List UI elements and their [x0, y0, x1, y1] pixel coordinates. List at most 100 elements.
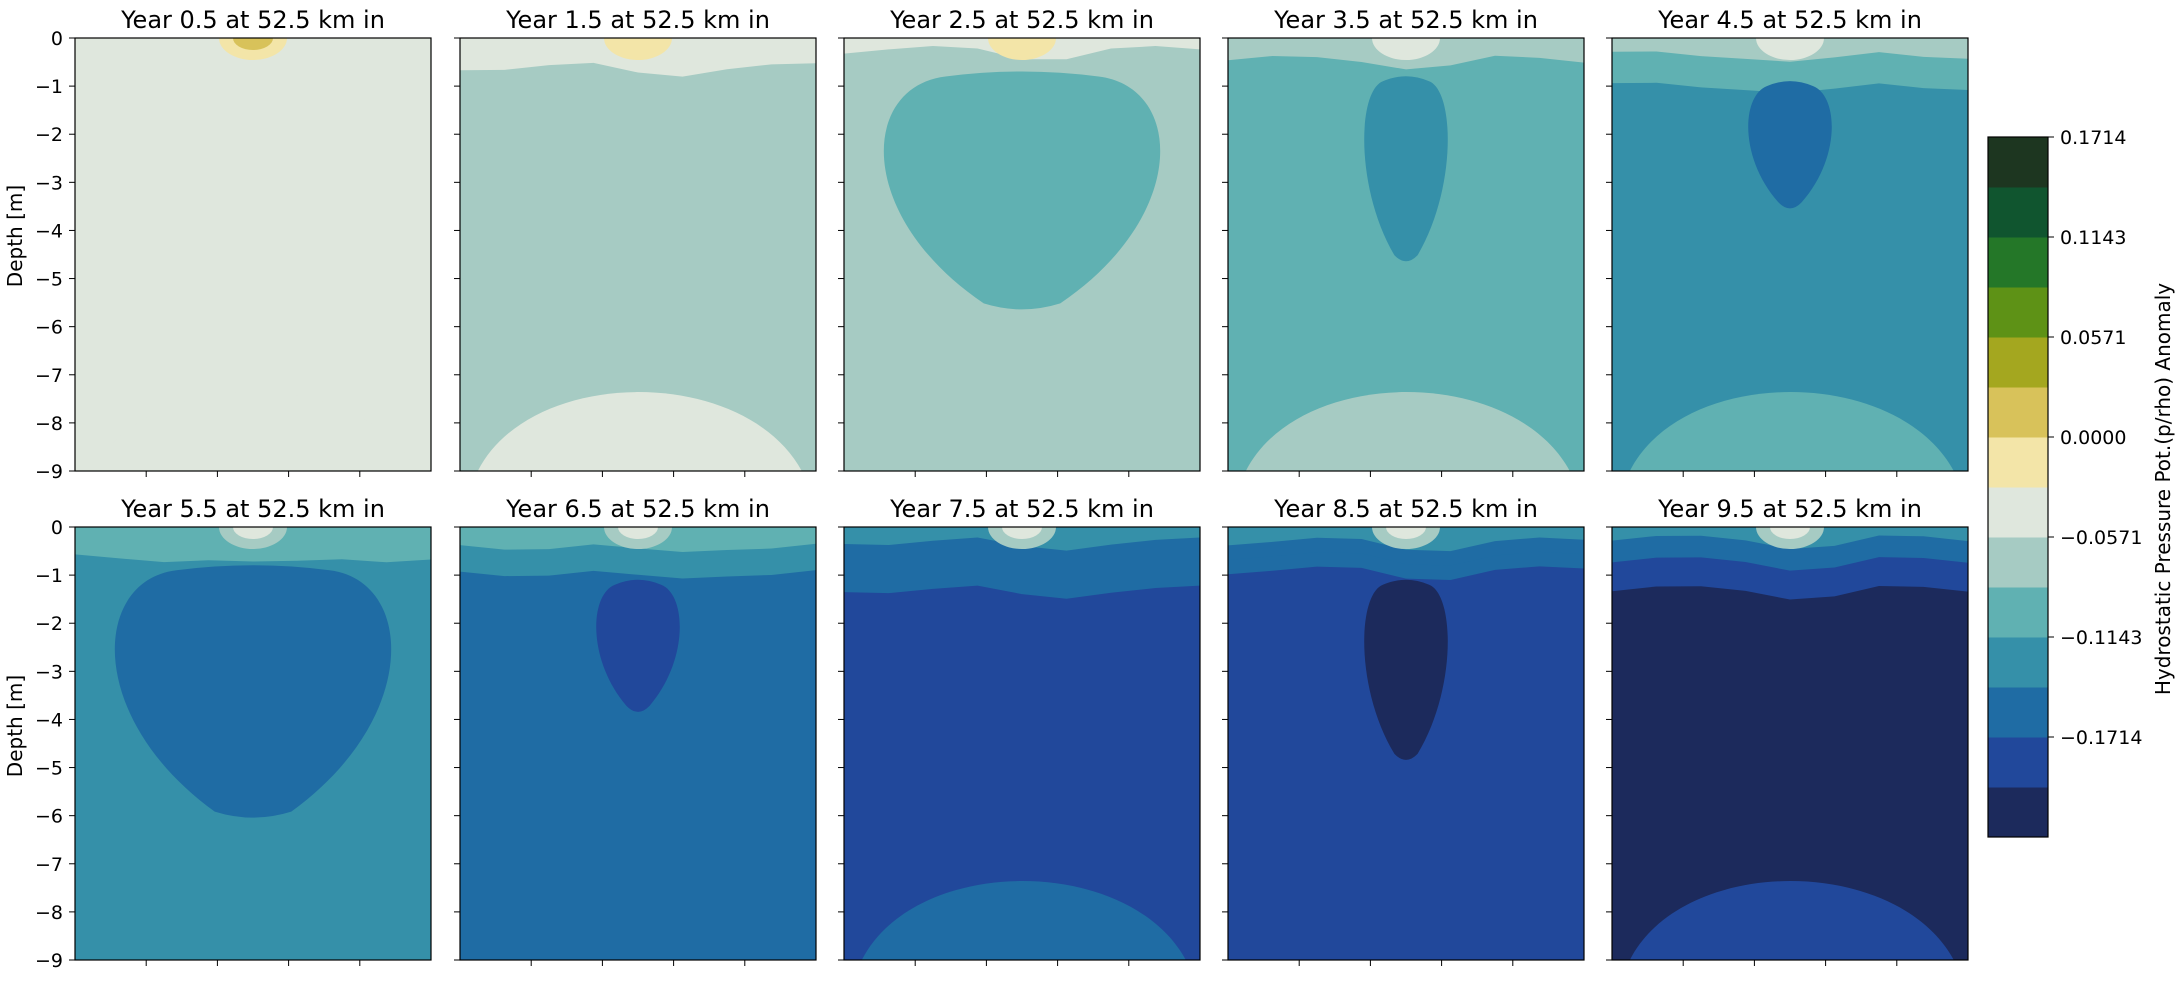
contour-surface-cap — [233, 527, 273, 539]
panel-8: Year 7.5 at 52.5 km in — [838, 495, 1201, 966]
panel-6: Year 5.5 at 52.5 km in 0 −1 −2 −3 −4 −5 −6 −7 −8 −… — [35, 495, 432, 972]
y-tick-label: −4 — [35, 220, 63, 242]
y-tick-label: 0 — [51, 517, 63, 539]
colorbar-segment — [1988, 187, 2048, 238]
panel-2: Year 1.5 at 52.5 km in — [454, 6, 817, 477]
panel-title: Year 5.5 at 52.5 km in — [120, 495, 385, 523]
panel-title: Year 9.5 at 52.5 km in — [1657, 495, 1922, 523]
contour-core-region — [114, 565, 392, 818]
panel-frame — [1227, 526, 1585, 961]
contour-core-region — [883, 71, 1161, 310]
contour-bottom-region — [1629, 881, 1954, 960]
colorbar-segment — [1988, 787, 2048, 838]
y-tick-label: −2 — [35, 124, 63, 146]
colorbar-tick-label: −0.0571 — [2060, 527, 2142, 549]
panel-frame — [1611, 526, 1969, 961]
contour-surface-cap — [604, 38, 672, 60]
panel-7: Year 6.5 at 52.5 km in — [454, 495, 817, 966]
colorbar-segment — [1988, 237, 2048, 288]
colorbar-segment — [1988, 337, 2048, 388]
plot-area — [844, 527, 1200, 960]
contour-surface-cap — [1770, 527, 1810, 539]
contour-band — [844, 527, 1200, 599]
y-tick-label: −3 — [35, 172, 63, 194]
panel-title: Year 0.5 at 52.5 km in — [120, 6, 385, 34]
panel-5: Year 4.5 at 52.5 km in — [1606, 6, 1969, 477]
colorbar-segment — [1988, 387, 2048, 438]
plot-area — [1612, 38, 1968, 471]
y-tick-label: −9 — [35, 950, 63, 972]
y-tick-label: −2 — [35, 613, 63, 635]
plot-area — [460, 527, 816, 960]
panel-frame — [74, 526, 432, 961]
y-tick-label: 0 — [51, 28, 63, 50]
contour-surface-cap — [1372, 38, 1440, 60]
panel-frame — [74, 37, 432, 472]
panel-10: Year 9.5 at 52.5 km in — [1606, 495, 1969, 966]
colorbar-tick-label: −0.1143 — [2060, 627, 2142, 649]
y-tick-label: −8 — [35, 902, 63, 924]
colorbar-segment — [1988, 737, 2048, 788]
panel-frame — [843, 526, 1201, 961]
panel-frame — [843, 37, 1201, 472]
panel-9: Year 8.5 at 52.5 km in — [1222, 495, 1585, 966]
contour-bottom-region — [477, 392, 802, 471]
panel-3: Year 2.5 at 52.5 km in — [838, 6, 1201, 477]
contour-surface-cap — [233, 38, 273, 50]
colorbar-segment — [1988, 287, 2048, 338]
colorbar-tick-label: −0.1714 — [2060, 727, 2142, 749]
contour-bottom-region — [92, 392, 417, 471]
colorbar-segment — [1988, 537, 2048, 588]
colorbar-segment — [1988, 487, 2048, 538]
contour-surface-cap — [1386, 527, 1426, 539]
y-tick-label: −8 — [35, 413, 63, 435]
plot-area — [844, 38, 1200, 471]
y-tick-label: −3 — [35, 661, 63, 683]
contour-bottom-region — [1245, 392, 1570, 471]
ylabel-bottom: Depth [m] — [3, 675, 27, 777]
panel-title: Year 3.5 at 52.5 km in — [1273, 6, 1538, 34]
colorbar-segment — [1988, 687, 2048, 738]
y-tick-label: −6 — [35, 806, 63, 828]
colorbar-tick-label: 0.1714 — [2060, 127, 2126, 149]
colorbar-segment — [1988, 587, 2048, 638]
panel-title: Year 1.5 at 52.5 km in — [505, 6, 770, 34]
plot-area — [1228, 527, 1584, 960]
panel-frame — [1227, 37, 1585, 472]
colorbar-tick-label: 0.0571 — [2060, 327, 2126, 349]
y-tick-label: −4 — [35, 709, 63, 731]
colorbar: −0.1714 −0.1143 −0.0571 0.0000 0.0571 0.1143 0… — [1987, 127, 2142, 838]
plot-area — [75, 527, 431, 960]
colorbar-tick-label: 0.0000 — [2060, 427, 2126, 449]
panel-title: Year 2.5 at 52.5 km in — [889, 6, 1154, 34]
contour-core-region — [1364, 76, 1448, 262]
contour-core-region — [1364, 579, 1448, 760]
colorbar-label: Hydrostatic Pressure Pot.(p/rho) Anomaly — [2151, 283, 2175, 695]
contour-surface-cap — [988, 38, 1056, 60]
contour-surface-cap — [1756, 38, 1824, 60]
panel-frame — [459, 37, 817, 472]
panel-frame — [1611, 37, 1969, 472]
panel-title: Year 6.5 at 52.5 km in — [505, 495, 770, 523]
contour-surface-cap — [1002, 527, 1042, 539]
panel-title: Year 7.5 at 52.5 km in — [889, 495, 1154, 523]
colorbar-frame — [1987, 136, 2049, 838]
y-tick-label: −1 — [35, 565, 63, 587]
y-tick-label: −7 — [35, 365, 63, 387]
colorbar-segment — [1988, 637, 2048, 688]
plot-area — [460, 38, 816, 471]
colorbar-segment — [1988, 437, 2048, 488]
panel-4: Year 3.5 at 52.5 km in — [1222, 6, 1585, 477]
colorbar-segment — [1988, 137, 2048, 188]
plot-area — [1612, 527, 1968, 960]
panel-frame — [459, 526, 817, 961]
y-tick-label: −5 — [35, 269, 63, 291]
y-tick-label: −5 — [35, 758, 63, 780]
plot-area — [1228, 38, 1584, 471]
panel-title: Year 4.5 at 52.5 km in — [1657, 6, 1922, 34]
contour-core-region — [596, 579, 680, 712]
y-tick-label: −9 — [35, 461, 63, 483]
panels-layer: Year 0.5 at 52.5 km in 0 −1 −2 −3 −4 −5 −6 −7 −8 −… — [35, 6, 1969, 972]
ylabel-top: Depth [m] — [3, 185, 27, 287]
